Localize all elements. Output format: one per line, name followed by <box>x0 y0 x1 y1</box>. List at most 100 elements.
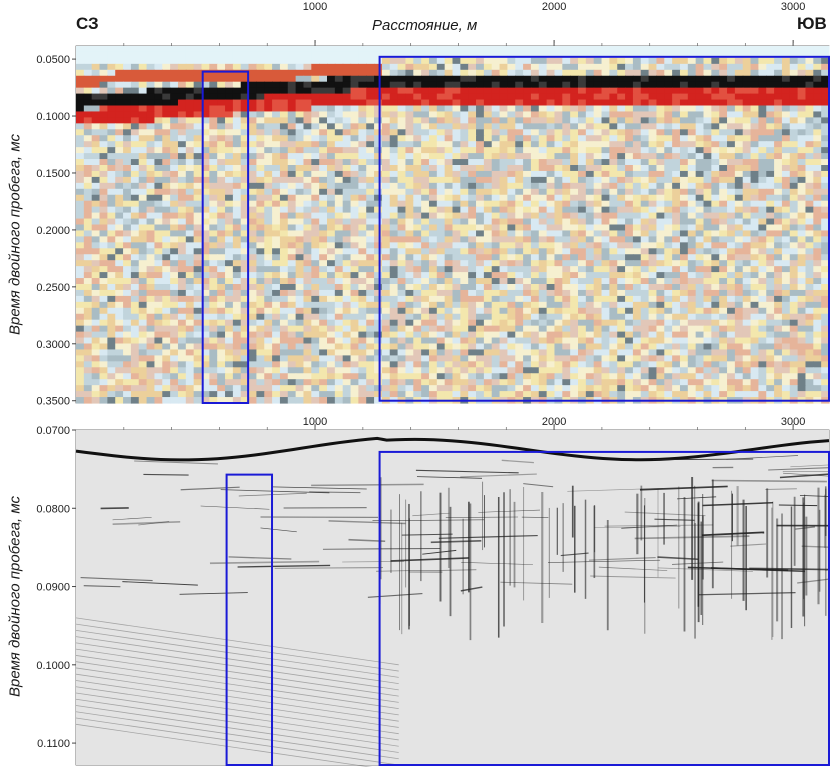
top-image-cell <box>76 165 85 172</box>
top-image-cell <box>217 69 226 77</box>
top-image-cell <box>248 188 257 196</box>
top-image-cell <box>256 236 265 243</box>
top-image-cell <box>609 69 618 77</box>
top-image-cell <box>397 242 407 249</box>
top-image-cell <box>115 295 124 303</box>
top-image-cell <box>374 218 383 226</box>
top-image-cell <box>695 123 705 130</box>
top-image-cell <box>342 206 352 214</box>
top-image-cell <box>617 57 626 65</box>
top-image-cell <box>483 248 493 255</box>
top-image-cell <box>585 254 595 261</box>
top-image-cell <box>366 319 375 327</box>
top-image-cell <box>99 278 108 285</box>
top-image-cell <box>115 266 124 273</box>
top-image-cell <box>664 105 673 113</box>
top-image-cell <box>578 301 587 309</box>
top-image-cell <box>530 200 540 208</box>
top-image-cell <box>389 57 399 65</box>
top-image-cell <box>593 254 603 261</box>
top-image-cell <box>240 46 250 53</box>
top-image-cell <box>350 248 359 255</box>
top-image-cell <box>750 242 759 249</box>
top-image-cell <box>295 69 305 77</box>
top-image-cell <box>617 242 626 249</box>
top-image-cell <box>664 87 673 95</box>
top-image-cell <box>491 284 501 291</box>
top-image-cell <box>319 99 328 107</box>
top-image-cell <box>515 51 524 59</box>
top-image-cell <box>578 141 587 148</box>
top-image-cell <box>797 129 807 136</box>
top-image-cell <box>546 343 556 351</box>
top-image-cell <box>821 236 830 243</box>
top-image-cell <box>240 307 250 315</box>
top-image-cell <box>389 343 399 351</box>
top-image-cell <box>491 159 501 166</box>
top-image-cell <box>460 81 469 89</box>
top-image-cell <box>750 159 759 166</box>
top-image-cell <box>452 325 461 333</box>
top-image-cell <box>444 337 454 345</box>
top-image-cell <box>334 319 344 327</box>
top-image-cell <box>256 159 265 166</box>
top-image-cell <box>781 307 791 315</box>
top-image-cell <box>750 188 759 196</box>
top-image-cell <box>640 236 650 243</box>
top-image-cell <box>617 129 626 136</box>
top-image-cell <box>679 123 689 130</box>
top-image-cell <box>444 295 454 303</box>
top-image-cell <box>609 242 618 249</box>
top-image-cell <box>672 93 681 101</box>
top-image-cell <box>578 57 587 65</box>
top-image-cell <box>562 69 571 77</box>
top-image-cell <box>766 295 775 303</box>
top-image-cell <box>240 176 250 184</box>
top-image-cell <box>789 266 799 273</box>
top-image-cell <box>476 212 485 220</box>
top-image-cell <box>256 337 265 345</box>
top-image-cell <box>358 272 367 279</box>
top-image-cell <box>279 188 289 196</box>
top-image-cell <box>546 51 556 59</box>
top-image-cell <box>201 331 210 339</box>
top-image-cell <box>766 81 775 89</box>
top-image-cell <box>632 147 642 154</box>
top-image-cell <box>562 111 571 118</box>
x-tick-label: 1000 <box>303 1 327 13</box>
top-image-cell <box>374 188 383 196</box>
top-image-cell <box>342 325 352 333</box>
top-image-cell <box>483 343 493 351</box>
top-image-cell <box>99 254 108 261</box>
top-image-cell <box>609 170 618 178</box>
top-image-cell <box>232 129 242 136</box>
top-image-cell <box>821 129 830 136</box>
top-image-cell <box>491 248 501 255</box>
top-image-cell <box>99 188 108 196</box>
top-image-cell <box>632 194 642 202</box>
top-image-cell <box>138 111 148 118</box>
top-image-cell <box>664 337 673 345</box>
top-image-cell <box>279 194 289 202</box>
top-image-cell <box>154 93 163 101</box>
top-image-cell <box>719 272 728 279</box>
top-image-cell <box>813 319 822 327</box>
top-image-cell <box>444 69 454 77</box>
top-image-cell <box>593 266 603 273</box>
top-image-cell <box>248 99 257 107</box>
top-image-cell <box>225 331 234 339</box>
top-image-cell <box>585 230 595 237</box>
top-image-cell <box>225 159 234 166</box>
top-image-cell <box>162 141 171 148</box>
top-image-cell <box>672 272 681 279</box>
top-image-cell <box>789 176 799 184</box>
top-image-cell <box>217 188 226 196</box>
top-image-cell <box>107 289 116 297</box>
top-image-cell <box>789 69 799 77</box>
top-image-cell <box>711 266 720 273</box>
top-image-cell <box>319 331 328 339</box>
top-image-cell <box>727 206 736 214</box>
top-image-cell <box>311 319 320 327</box>
top-image-cell <box>279 93 289 101</box>
top-image-cell <box>601 57 610 65</box>
